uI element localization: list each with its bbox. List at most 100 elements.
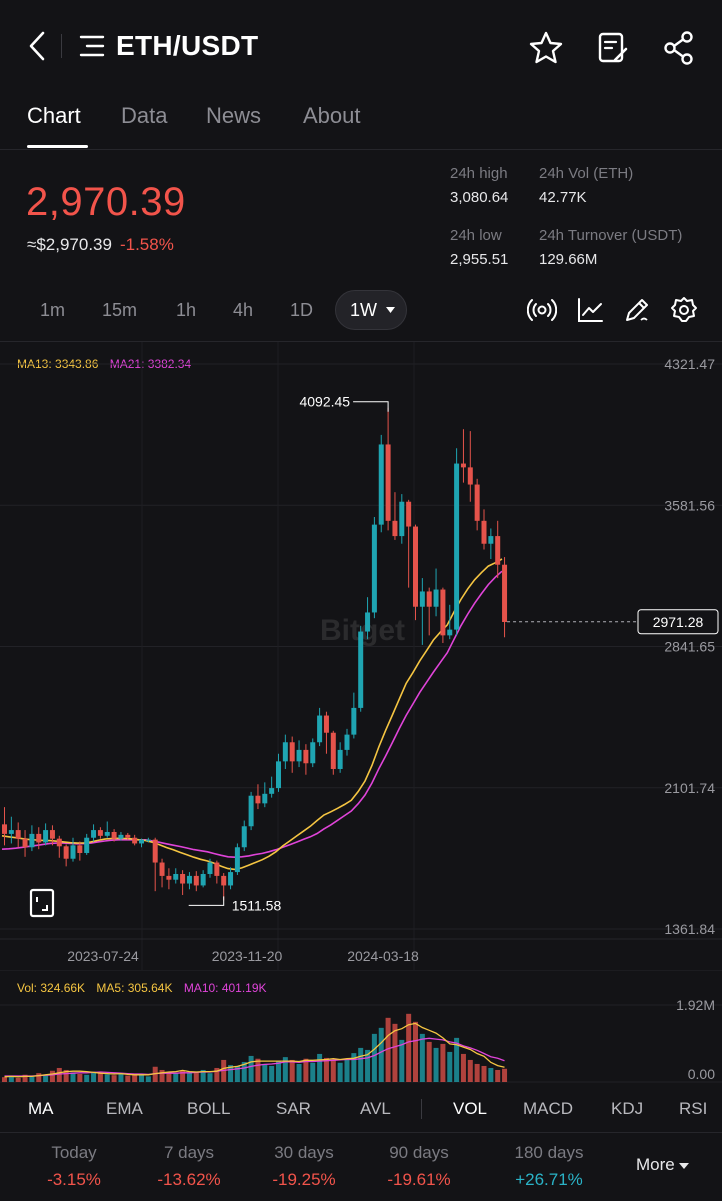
candle [454, 448, 460, 636]
volume-bar [118, 1073, 124, 1082]
interval-1w-selected[interactable]: 1W [335, 290, 407, 330]
candle [269, 776, 275, 798]
volume-bar [330, 1059, 336, 1082]
volume-bar [15, 1077, 21, 1082]
divider [61, 34, 62, 58]
interval-1m[interactable]: 1m [40, 300, 66, 320]
candle [460, 429, 466, 483]
candle [289, 736, 295, 773]
vol-legend-value: Vol: 324.66K [17, 981, 86, 995]
candle [440, 587, 446, 643]
interval-1d[interactable]: 1D [290, 300, 314, 320]
volume-bar [200, 1069, 206, 1082]
y-tick-label: 4321.47 [664, 356, 715, 372]
volume-bar [63, 1069, 69, 1082]
indicator-vol[interactable]: VOL [453, 1099, 488, 1118]
volume-bar [193, 1071, 199, 1082]
x-tick-label: 2023-11-20 [212, 948, 283, 964]
more-label: More [636, 1155, 675, 1174]
broadcast-icon[interactable] [527, 295, 557, 325]
indicator-ma[interactable]: MA [28, 1099, 54, 1118]
vol-legend: Vol: 324.66K MA5: 305.64K MA10: 401.19K [17, 981, 267, 995]
volume-bar [467, 1059, 473, 1082]
vol-ma5-line [4, 1022, 505, 1078]
indicator-ema[interactable]: EMA [106, 1099, 143, 1118]
candle [419, 578, 425, 645]
candle [145, 837, 151, 843]
vol-value: 42.77K [539, 189, 587, 206]
candle [8, 816, 14, 844]
menu-list-icon[interactable] [79, 34, 105, 58]
volume-chart[interactable]: 1.92M 0.00 [0, 970, 722, 1086]
volume-bar [49, 1070, 55, 1082]
back-arrow-icon[interactable] [26, 30, 48, 62]
candle [159, 858, 165, 888]
candle [104, 821, 110, 838]
candle [344, 728, 350, 756]
draw-pencil-icon[interactable] [622, 295, 652, 325]
volume-bar [2, 1077, 7, 1082]
candle [97, 827, 103, 839]
star-favorite-icon[interactable] [528, 30, 564, 66]
candle [2, 807, 7, 846]
candle [317, 707, 323, 747]
fullscreen-icon[interactable] [29, 888, 55, 918]
vol-label: 24h Vol (ETH) [539, 165, 634, 182]
tab-news[interactable]: News [206, 103, 262, 128]
perf-30-days: 30 days -19.25% [249, 1133, 359, 1190]
indicator-rsi[interactable]: RSI [679, 1099, 708, 1118]
volume-bar [495, 1069, 501, 1082]
interval-1h[interactable]: 1h [176, 300, 197, 320]
indicator-avl[interactable]: AVL [360, 1099, 391, 1118]
tab-chart[interactable]: Chart [27, 103, 81, 128]
interval-4h[interactable]: 4h [233, 300, 254, 320]
volume-bar [433, 1047, 439, 1082]
volume-bar [406, 1013, 412, 1082]
candle [43, 823, 49, 846]
candle [207, 858, 213, 878]
price-chart[interactable]: Bitget 4321.473581.562841.652101.741361.… [0, 342, 722, 970]
volume-bar [351, 1053, 357, 1082]
candle [502, 557, 508, 638]
line-chart-icon[interactable] [575, 295, 605, 325]
indicator-boll[interactable]: BOLL [187, 1099, 231, 1118]
volume-bar [303, 1058, 309, 1082]
volume-bar [70, 1072, 76, 1082]
turnover-value: 129.66M [539, 251, 598, 268]
more-button[interactable]: More [636, 1155, 690, 1175]
settings-gear-icon[interactable] [669, 295, 699, 325]
perf-value: +26.71% [515, 1170, 583, 1189]
price-change: -1.58% [119, 235, 174, 254]
candle [310, 738, 316, 768]
volume-bar [241, 1061, 247, 1082]
volume-bar [248, 1055, 254, 1082]
indicator-sar[interactable]: SAR [276, 1099, 311, 1118]
volume-bar [358, 1047, 364, 1082]
share-icon[interactable] [662, 30, 696, 66]
indicator-macd[interactable]: MACD [523, 1099, 574, 1118]
volume-bar [84, 1074, 90, 1082]
note-edit-icon[interactable] [596, 30, 630, 66]
approx-price: ≈$2,970.39 [27, 235, 112, 254]
volume-bar [145, 1076, 151, 1082]
volume-bar [180, 1070, 186, 1082]
volume-bar [282, 1057, 288, 1082]
interval-15m[interactable]: 15m [102, 300, 138, 320]
perf-label: Today [51, 1143, 97, 1162]
candle [214, 860, 220, 884]
volume-bar [255, 1058, 261, 1082]
candle [228, 867, 234, 890]
indicator-kdj[interactable]: KDJ [611, 1099, 644, 1118]
tab-data[interactable]: Data [121, 103, 168, 128]
tab-about[interactable]: About [303, 103, 361, 128]
high-marker-label: 4092.45 [299, 394, 350, 410]
pair-title[interactable]: ETH/USDT [116, 30, 259, 61]
perf-7-days: 7 days -13.62% [134, 1133, 244, 1190]
candle [467, 431, 473, 502]
candle [282, 734, 288, 769]
candle [296, 740, 302, 768]
volume-bar [337, 1062, 343, 1082]
high-label: 24h high [450, 165, 508, 182]
volume-bar [43, 1075, 49, 1082]
volume-bar [310, 1062, 316, 1082]
